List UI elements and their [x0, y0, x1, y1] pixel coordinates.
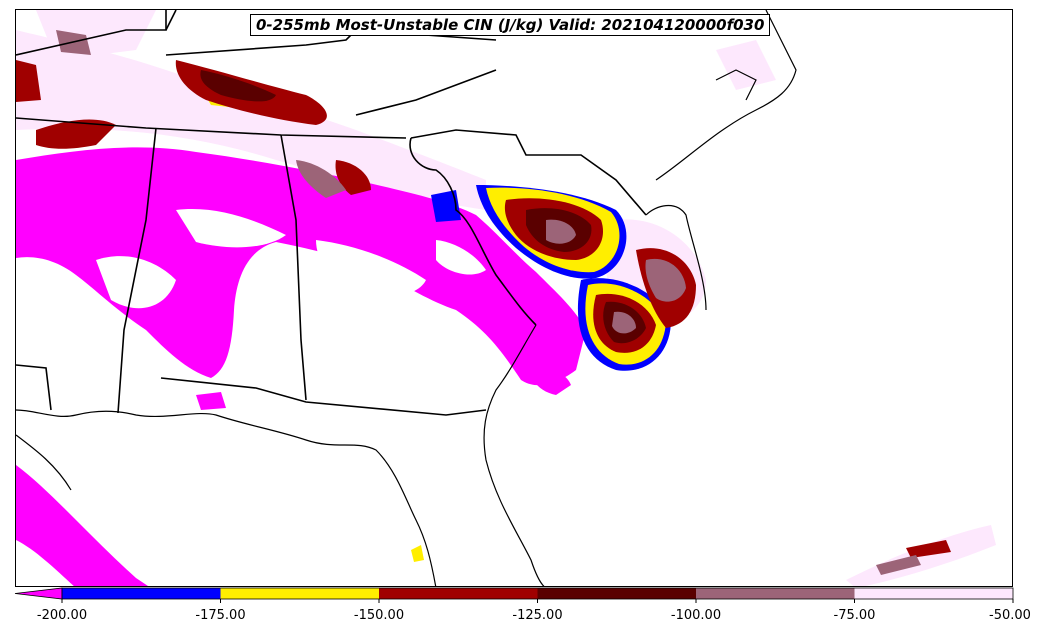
- cin-map: [16, 10, 996, 586]
- colorbar-bin: [854, 588, 1013, 599]
- colorbar-bin: [537, 588, 696, 599]
- colorbar-bin: [696, 588, 855, 599]
- colorbar-tick-label: -75.00: [833, 608, 876, 623]
- map-title: 0-255mb Most-Unstable CIN (J/kg) Valid: …: [250, 14, 771, 36]
- colorbar-bins: [14, 587, 1014, 600]
- colorbar-bin: [379, 588, 538, 599]
- colorbar-ticks: [61, 599, 1014, 603]
- coastline: [16, 10, 797, 586]
- colorbar-bin: [220, 588, 379, 599]
- cin-clear-holes: [96, 209, 486, 350]
- colorbar-tick-label: -175.00: [195, 608, 246, 623]
- colorbar-extend-low: [14, 587, 63, 600]
- map-panel: [15, 9, 1013, 587]
- colorbar-bin: [62, 588, 221, 599]
- colorbar-tick-label: -125.00: [512, 608, 563, 623]
- state-boundaries: [16, 10, 647, 416]
- colorbar-tick-label: -100.00: [670, 608, 722, 623]
- colorbar-tick-label: -150.00: [353, 608, 405, 623]
- colorbar-outline: [61, 587, 1014, 600]
- colorbar-tick-label: -200.00: [36, 608, 88, 623]
- colorbar-tick-label: -50.00: [989, 608, 1031, 623]
